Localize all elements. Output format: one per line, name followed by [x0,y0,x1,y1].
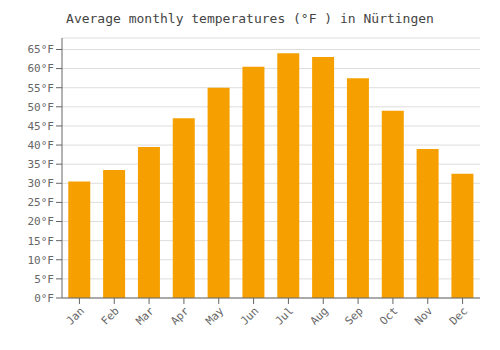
svg-text:5°F: 5°F [34,273,54,286]
svg-text:55°F: 55°F [28,82,55,95]
svg-text:Jan: Jan [64,304,87,327]
svg-text:10°F: 10°F [28,254,55,267]
svg-text:15°F: 15°F [28,235,55,248]
svg-text:20°F: 20°F [28,215,55,228]
svg-text:50°F: 50°F [28,101,55,114]
svg-text:60°F: 60°F [28,62,55,75]
svg-text:Aug: Aug [308,304,331,327]
svg-text:Apr: Apr [168,304,192,328]
svg-text:30°F: 30°F [28,177,55,190]
svg-text:Jul: Jul [273,304,296,327]
svg-text:40°F: 40°F [28,139,55,152]
svg-text:Feb: Feb [99,304,122,327]
svg-text:0°F: 0°F [34,292,54,305]
svg-text:25°F: 25°F [28,196,55,209]
svg-text:Sep: Sep [342,304,365,327]
html-text:Average monthly temperatures (: Average monthly temperatures (°F ) in Nü… [66,11,434,26]
svg-text:Mar: Mar [133,304,157,328]
svg-text:Nov: Nov [412,304,436,328]
svg-text:Jun: Jun [238,304,261,327]
svg-text:Oct: Oct [377,304,400,327]
svg-text:35°F: 35°F [28,158,55,171]
svg-text:May: May [203,304,227,328]
svg-text:65°F: 65°F [28,43,55,56]
svg-text:45°F: 45°F [28,120,55,133]
svg-text:Dec: Dec [447,304,470,327]
